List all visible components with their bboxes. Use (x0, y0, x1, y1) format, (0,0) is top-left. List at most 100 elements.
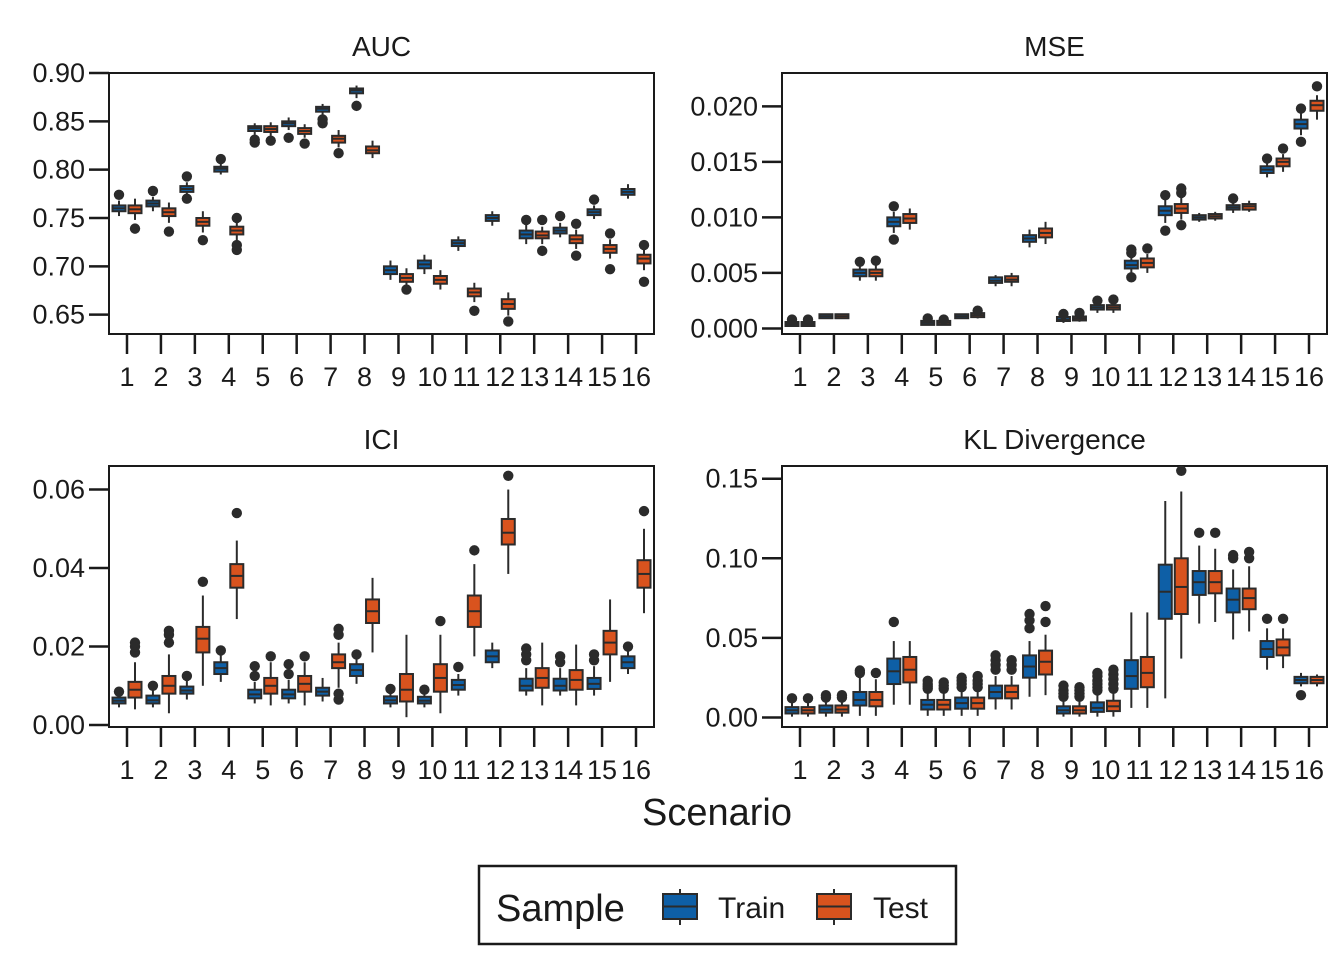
x-tick-label: 2 (826, 755, 841, 785)
x-tick-label: 11 (1125, 362, 1153, 392)
x-tick-label: 10 (417, 362, 447, 392)
outlier-point (1074, 307, 1085, 319)
box-train-12 (1157, 501, 1173, 699)
x-tick-label: 6 (962, 362, 977, 392)
outlier-point (299, 651, 310, 662)
box-test-2 (161, 202, 177, 237)
outlier-point (1160, 189, 1171, 201)
box-train-14 (1225, 193, 1241, 213)
box-test-5 (263, 651, 279, 706)
y-tick-label: 0.85 (32, 106, 85, 136)
x-tick-label: 15 (1260, 755, 1290, 785)
box-test-16 (1309, 81, 1325, 120)
box-train-6 (954, 313, 970, 320)
box-train-9 (382, 260, 398, 280)
plot-frame (108, 72, 655, 335)
box-test-13 (1207, 211, 1223, 221)
outlier-point (1142, 243, 1153, 254)
outlier-point (197, 576, 209, 587)
box-train-4 (886, 616, 902, 705)
outlier-point (1108, 664, 1119, 675)
x-tick-label: 3 (187, 755, 202, 785)
outlier-point (351, 100, 362, 112)
y-tick-label: 0.80 (32, 155, 85, 185)
outlier-point (836, 689, 848, 701)
outlier-point (435, 615, 446, 627)
box-train-3 (852, 256, 868, 281)
box-test-15 (602, 599, 618, 682)
outlier-point (1277, 143, 1289, 154)
box-test-9 (1071, 682, 1087, 717)
box-train-2 (145, 185, 161, 212)
box-train-8 (349, 649, 365, 684)
box-train-14 (552, 210, 568, 238)
x-tick-label: 9 (1064, 755, 1079, 785)
outlier-point (854, 256, 866, 268)
x-tick-label: 2 (153, 755, 168, 785)
box-train-3 (179, 670, 195, 700)
x-tick-label: 14 (1226, 362, 1256, 392)
box-train-4 (213, 645, 229, 682)
x-tick-label: 12 (1158, 755, 1188, 785)
box-test-2 (834, 313, 850, 320)
outlier-point (554, 651, 566, 662)
legend-items: Train Test (662, 889, 929, 925)
outlier-point (888, 616, 899, 628)
outlier-point (1176, 219, 1187, 231)
outlier-point (1295, 136, 1307, 148)
box-train-12 (1157, 189, 1173, 236)
box-train-2 (818, 689, 834, 717)
x-tick-label: 11 (452, 755, 480, 785)
y-tick-label: 0.10 (705, 543, 758, 573)
outlier-point (870, 667, 882, 679)
x-tick-label: 2 (153, 362, 168, 392)
x-tick-label: 7 (323, 755, 338, 785)
box-train-10 (1089, 295, 1105, 313)
box-test-12 (500, 470, 516, 574)
outlier-point (299, 138, 310, 149)
y-tick-label: 0.02 (32, 632, 85, 662)
outlier-point (215, 153, 226, 165)
outlier-point (147, 680, 159, 691)
box-test-10 (1105, 664, 1121, 717)
y-tick-label: 0.15 (705, 464, 758, 494)
box-train-4 (213, 153, 229, 175)
box-train-10 (1089, 667, 1105, 717)
outlier-point (638, 505, 650, 517)
box-train-13 (1191, 212, 1207, 222)
box-train-14 (1225, 549, 1241, 640)
x-tick-label: 4 (894, 362, 909, 392)
box-test-15 (1275, 143, 1291, 172)
box-test-16 (636, 505, 652, 614)
outlier-point (265, 651, 276, 662)
x-tick-label: 13 (1192, 755, 1222, 785)
box-test-6 (970, 305, 986, 319)
box-train-11 (1123, 244, 1139, 283)
outlier-point (469, 305, 480, 316)
box-train-3 (852, 665, 868, 716)
x-tick-label: 3 (860, 755, 875, 785)
box-train-16 (1293, 672, 1309, 701)
outlier-point (249, 134, 260, 145)
outlier-point (922, 675, 933, 687)
box-train-16 (620, 641, 636, 675)
box-test-3 (195, 211, 211, 246)
x-tick-label: 8 (1030, 362, 1045, 392)
x-tick-label: 12 (485, 362, 515, 392)
box-test-11 (466, 282, 482, 316)
x-tick-label: 14 (553, 362, 583, 392)
x-tick-label: 11 (1125, 755, 1153, 785)
x-tick-label: 15 (587, 755, 617, 785)
box-train-9 (1055, 680, 1071, 717)
box-test-1 (800, 693, 816, 717)
outlier-point (537, 245, 548, 257)
box-test-5 (936, 314, 952, 326)
outlier-point (181, 193, 193, 204)
legend-frame (477, 864, 958, 946)
box-train-6 (954, 672, 970, 716)
plot-frame (108, 465, 655, 728)
x-tick-label: 7 (323, 362, 338, 392)
x-tick-label: 4 (221, 362, 236, 392)
box-train-13 (518, 643, 534, 696)
x-tick-label: 14 (553, 755, 583, 785)
